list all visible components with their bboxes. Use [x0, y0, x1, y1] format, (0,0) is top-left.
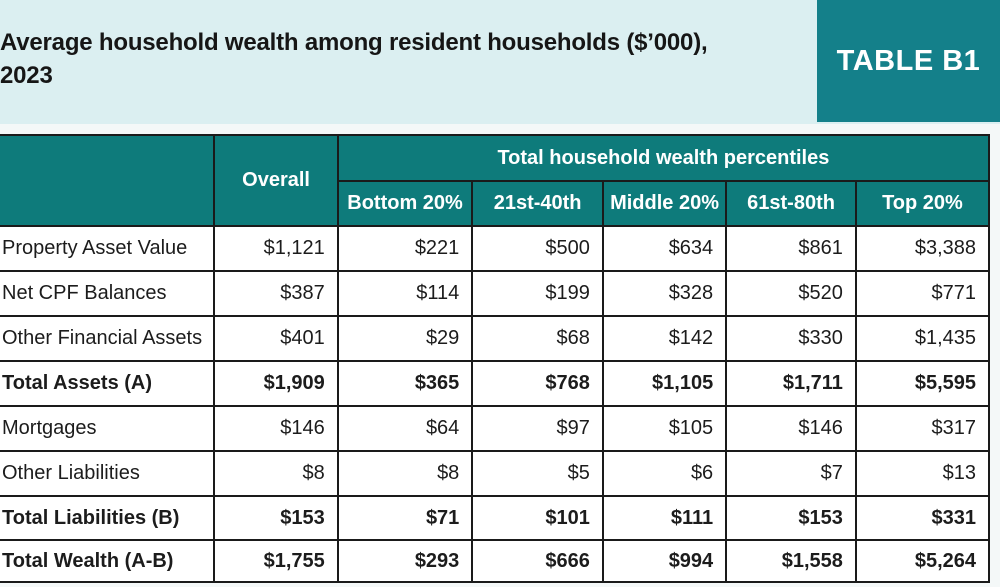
value-cell: $13: [854, 450, 991, 497]
value-cell: $387: [213, 270, 339, 317]
value-cell: $64: [336, 405, 474, 452]
row-label: Net CPF Balances: [0, 270, 216, 317]
col-header-overall: Overall: [213, 134, 339, 227]
row-label: Total Liabilities (B): [0, 495, 216, 541]
value-cell: $153: [213, 495, 339, 541]
value-cell: $771: [854, 270, 991, 317]
corner-header-cell: [0, 134, 216, 227]
col-header-61st-80th: 61st-80th: [725, 180, 857, 227]
table-row: Net CPF Balances $387 $114 $199 $328 $520 $771: [0, 270, 991, 317]
title-band: Average household wealth among resident …: [0, 0, 1000, 124]
value-cell: $328: [601, 270, 728, 317]
badge-label: TABLE B1: [836, 44, 981, 77]
value-cell: $994: [601, 539, 728, 583]
value-cell: $71: [336, 495, 474, 541]
value-cell: $97: [471, 405, 604, 452]
value-cell: $500: [471, 225, 604, 272]
value-cell: $1,711: [725, 360, 857, 407]
value-cell: $1,105: [601, 360, 728, 407]
value-cell: $1,558: [725, 539, 857, 583]
table-row: Other Liabilities $8 $8 $5 $6 $7 $13: [0, 450, 991, 497]
row-label: Total Wealth (A-B): [0, 539, 216, 583]
value-cell: $6: [601, 450, 728, 497]
value-cell: $5,595: [854, 360, 991, 407]
value-cell: $101: [471, 495, 604, 541]
value-cell: $1,121: [213, 225, 339, 272]
value-cell: $5,264: [854, 539, 991, 583]
table-row: Other Financial Assets $401 $29 $68 $142 $330…: [0, 315, 991, 362]
value-cell: $146: [213, 405, 339, 452]
row-label: Other Liabilities: [0, 450, 216, 497]
value-cell: $3,388: [854, 225, 991, 272]
value-cell: $199: [471, 270, 604, 317]
col-header-bottom-20: Bottom 20%: [336, 180, 474, 227]
value-cell: $29: [336, 315, 474, 362]
value-cell: $114: [336, 270, 474, 317]
value-cell: $1,435: [854, 315, 991, 362]
value-cell: $293: [336, 539, 474, 583]
row-label: Other Financial Assets: [0, 315, 216, 362]
row-label: Mortgages: [0, 405, 216, 452]
table-row: Total Assets (A) $1,909 $365 $768 $1,105 $1,7…: [0, 360, 991, 407]
row-label: Property Asset Value: [0, 225, 216, 272]
value-cell: $7: [725, 450, 857, 497]
table-row: Mortgages $146 $64 $97 $105 $146 $317: [0, 405, 991, 452]
col-header-top-20: Top 20%: [854, 180, 991, 227]
value-cell: $365: [336, 360, 474, 407]
table-row: Property Asset Value $1,121 $221 $500 $634 $8…: [0, 225, 991, 272]
value-cell: $142: [601, 315, 728, 362]
value-cell: $401: [213, 315, 339, 362]
value-cell: $146: [725, 405, 857, 452]
col-group-header-percentiles: Total household wealth percentiles: [336, 134, 991, 182]
value-cell: $666: [471, 539, 604, 583]
value-cell: $1,909: [213, 360, 339, 407]
value-cell: $861: [725, 225, 857, 272]
title-line-1: Average household wealth among resident …: [0, 29, 708, 56]
value-cell: $330: [725, 315, 857, 362]
value-cell: $317: [854, 405, 991, 452]
value-cell: $8: [336, 450, 474, 497]
value-cell: $331: [854, 495, 991, 541]
row-label: Total Assets (A): [0, 360, 216, 407]
page-title: Average household wealth among resident …: [0, 26, 800, 92]
value-cell: $768: [471, 360, 604, 407]
table-body: Property Asset Value $1,121 $221 $500 $634 $8…: [0, 225, 991, 583]
value-cell: $634: [601, 225, 728, 272]
col-header-21st-40th: 21st-40th: [471, 180, 604, 227]
table-b1-badge: TABLE B1: [817, 0, 1000, 122]
value-cell: $8: [213, 450, 339, 497]
value-cell: $68: [471, 315, 604, 362]
wealth-table: Overall Total household wealth percentil…: [0, 134, 991, 583]
value-cell: $111: [601, 495, 728, 541]
value-cell: $5: [471, 450, 604, 497]
col-header-middle-20: Middle 20%: [601, 180, 728, 227]
table-row: Total Liabilities (B) $153 $71 $101 $111 $153…: [0, 495, 991, 541]
value-cell: $221: [336, 225, 474, 272]
table-row: Total Wealth (A-B) $1,755 $293 $666 $994 $1,5…: [0, 539, 991, 583]
value-cell: $105: [601, 405, 728, 452]
value-cell: $153: [725, 495, 857, 541]
value-cell: $1,755: [213, 539, 339, 583]
title-line-2: 2023: [0, 62, 53, 89]
value-cell: $520: [725, 270, 857, 317]
